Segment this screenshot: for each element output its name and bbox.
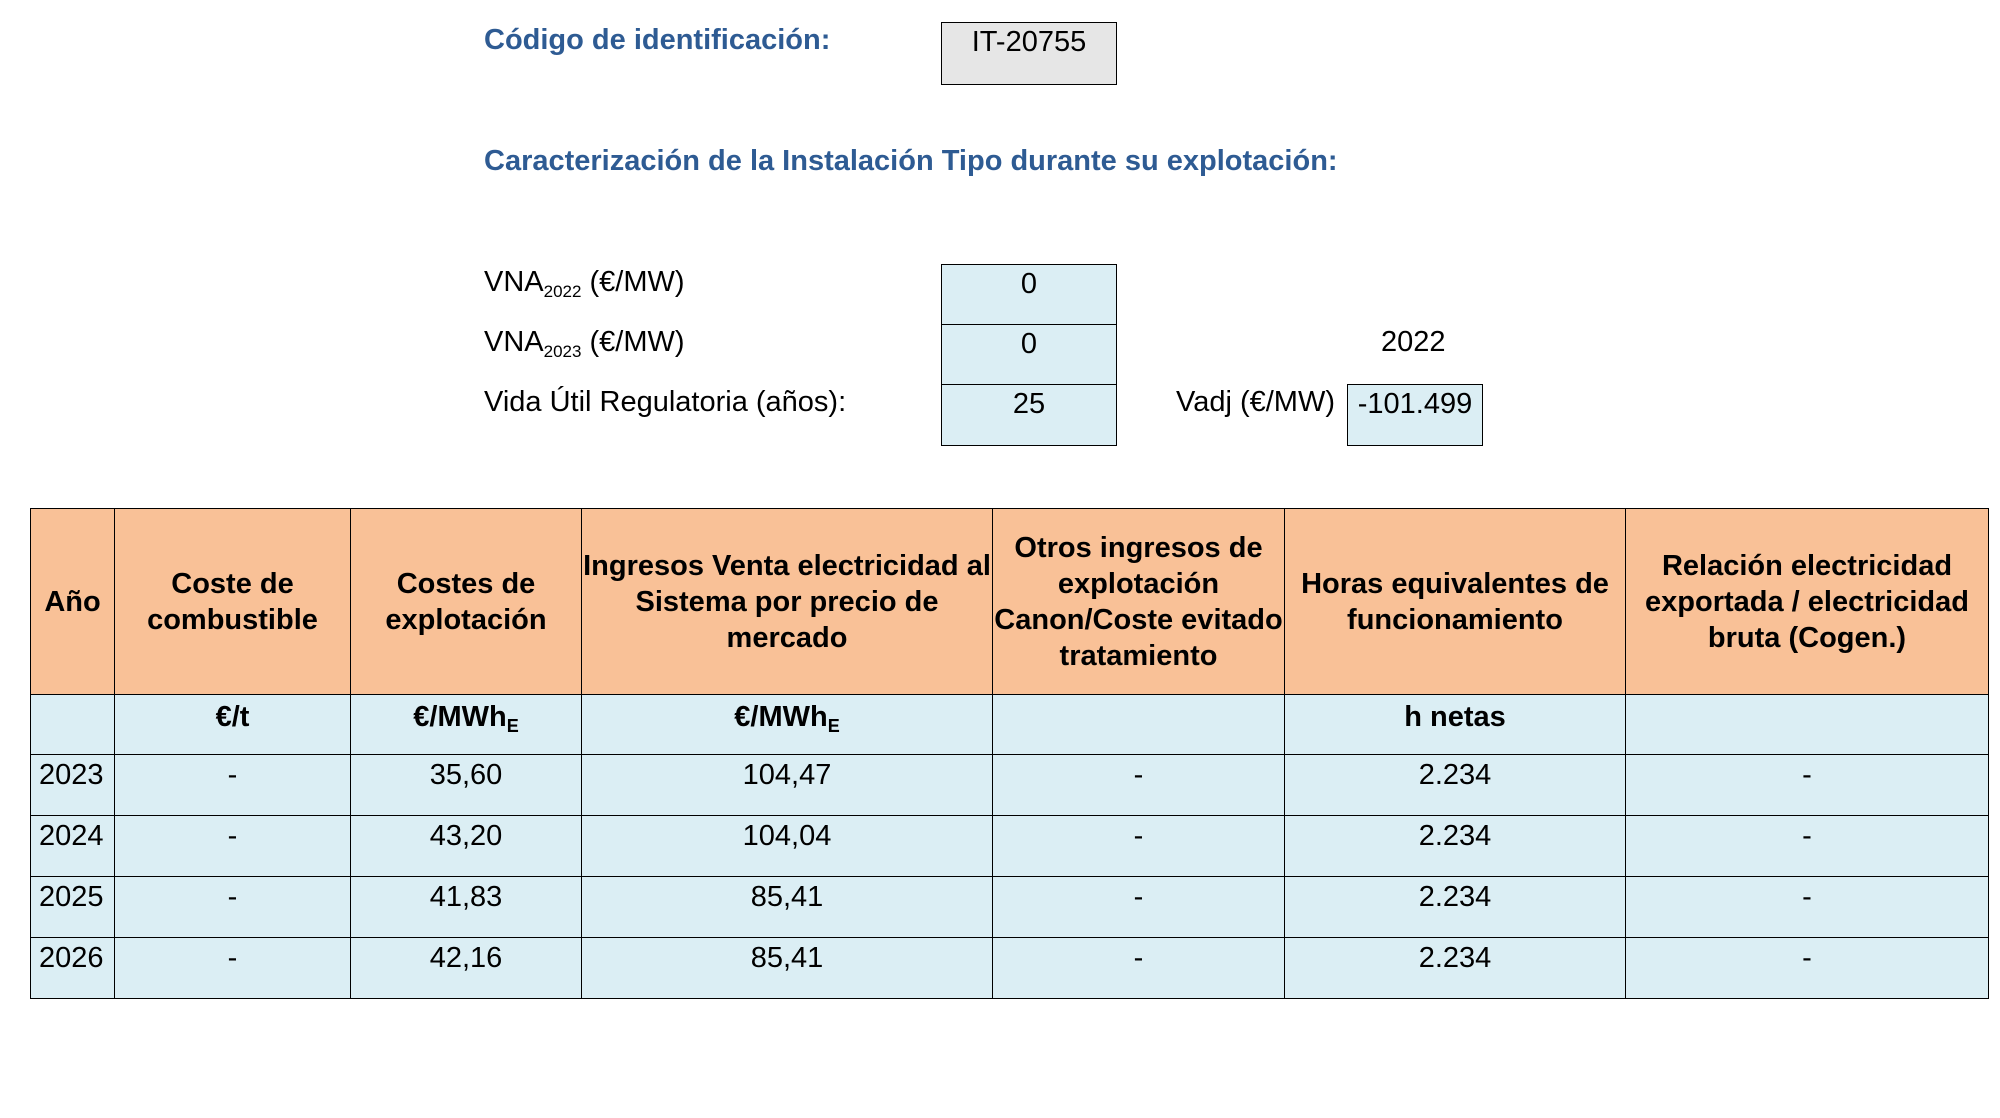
operation-table: Año Coste de combustible Costes de explo… xyxy=(30,508,1989,999)
cell-year: 2023 xyxy=(30,754,115,816)
header-market-revenue: Ingresos Venta electricidad al Sistema p… xyxy=(581,508,993,695)
vna2023-label: VNA2023 (€/MW) xyxy=(484,326,685,361)
table-header-row: Año Coste de combustible Costes de explo… xyxy=(30,508,1989,695)
cell-fuel-cost: - xyxy=(114,876,351,938)
header-electricity-ratio: Relación electricidad exportada / electr… xyxy=(1625,508,1989,695)
cell-fuel-cost: - xyxy=(114,815,351,877)
vida-util-label: Vida Útil Regulatoria (años): xyxy=(484,386,847,418)
section-subtitle: Caracterización de la Instalación Tipo d… xyxy=(484,145,1338,177)
header-fuel-cost: Coste de combustible xyxy=(114,508,351,695)
cell-operating-cost: 43,20 xyxy=(350,815,582,877)
unit-operating-cost: €/MWhE xyxy=(350,694,582,755)
cell-equivalent-hours: 2.234 xyxy=(1284,937,1626,999)
cell-market-revenue: 104,04 xyxy=(581,815,993,877)
unit-fuel-cost: €/t xyxy=(114,694,351,755)
vna2022-value: 0 xyxy=(941,264,1117,326)
cell-electricity-ratio: - xyxy=(1625,937,1989,999)
vida-util-value: 25 xyxy=(941,384,1117,446)
cell-fuel-cost: - xyxy=(114,754,351,816)
cell-fuel-cost: - xyxy=(114,937,351,999)
cell-market-revenue: 104,47 xyxy=(581,754,993,816)
vna2023-value: 0 xyxy=(941,324,1117,386)
vadj-label: Vadj (€/MW) xyxy=(1176,386,1335,418)
cell-operating-cost: 35,60 xyxy=(350,754,582,816)
vadj-value: -101.499 xyxy=(1347,384,1483,446)
header-operating-cost: Costes de explotación xyxy=(350,508,582,695)
table-row: 2026 - 42,16 85,41 - 2.234 - xyxy=(30,937,1989,999)
cell-market-revenue: 85,41 xyxy=(581,937,993,999)
unit-other-revenue xyxy=(992,694,1285,755)
header-year: Año xyxy=(30,508,115,695)
header-other-revenue: Otros ingresos de explotación Canon/Cost… xyxy=(992,508,1285,695)
unit-equivalent-hours: h netas xyxy=(1284,694,1626,755)
cell-other-revenue: - xyxy=(992,876,1285,938)
unit-market-revenue: €/MWhE xyxy=(581,694,993,755)
cell-electricity-ratio: - xyxy=(1625,815,1989,877)
cell-year: 2024 xyxy=(30,815,115,877)
cell-equivalent-hours: 2.234 xyxy=(1284,754,1626,816)
cell-electricity-ratio: - xyxy=(1625,876,1989,938)
table-units-row: €/t €/MWhE €/MWhE h netas xyxy=(30,694,1989,755)
vna2022-label: VNA2022 (€/MW) xyxy=(484,266,685,301)
id-label: Código de identificación: xyxy=(484,24,831,56)
id-value-box: IT-20755 xyxy=(941,22,1117,85)
unit-year xyxy=(30,694,115,755)
header-equivalent-hours: Horas equivalentes de funcionamiento xyxy=(1284,508,1626,695)
cell-year: 2025 xyxy=(30,876,115,938)
year-note: 2022 xyxy=(1381,326,1446,358)
cell-market-revenue: 85,41 xyxy=(581,876,993,938)
cell-operating-cost: 42,16 xyxy=(350,937,582,999)
cell-year: 2026 xyxy=(30,937,115,999)
unit-electricity-ratio xyxy=(1625,694,1989,755)
cell-operating-cost: 41,83 xyxy=(350,876,582,938)
cell-electricity-ratio: - xyxy=(1625,754,1989,816)
cell-other-revenue: - xyxy=(992,815,1285,877)
cell-other-revenue: - xyxy=(992,937,1285,999)
table-row: 2024 - 43,20 104,04 - 2.234 - xyxy=(30,815,1989,877)
table-row: 2025 - 41,83 85,41 - 2.234 - xyxy=(30,876,1989,938)
table-row: 2023 - 35,60 104,47 - 2.234 - xyxy=(30,754,1989,816)
cell-equivalent-hours: 2.234 xyxy=(1284,815,1626,877)
cell-other-revenue: - xyxy=(992,754,1285,816)
cell-equivalent-hours: 2.234 xyxy=(1284,876,1626,938)
